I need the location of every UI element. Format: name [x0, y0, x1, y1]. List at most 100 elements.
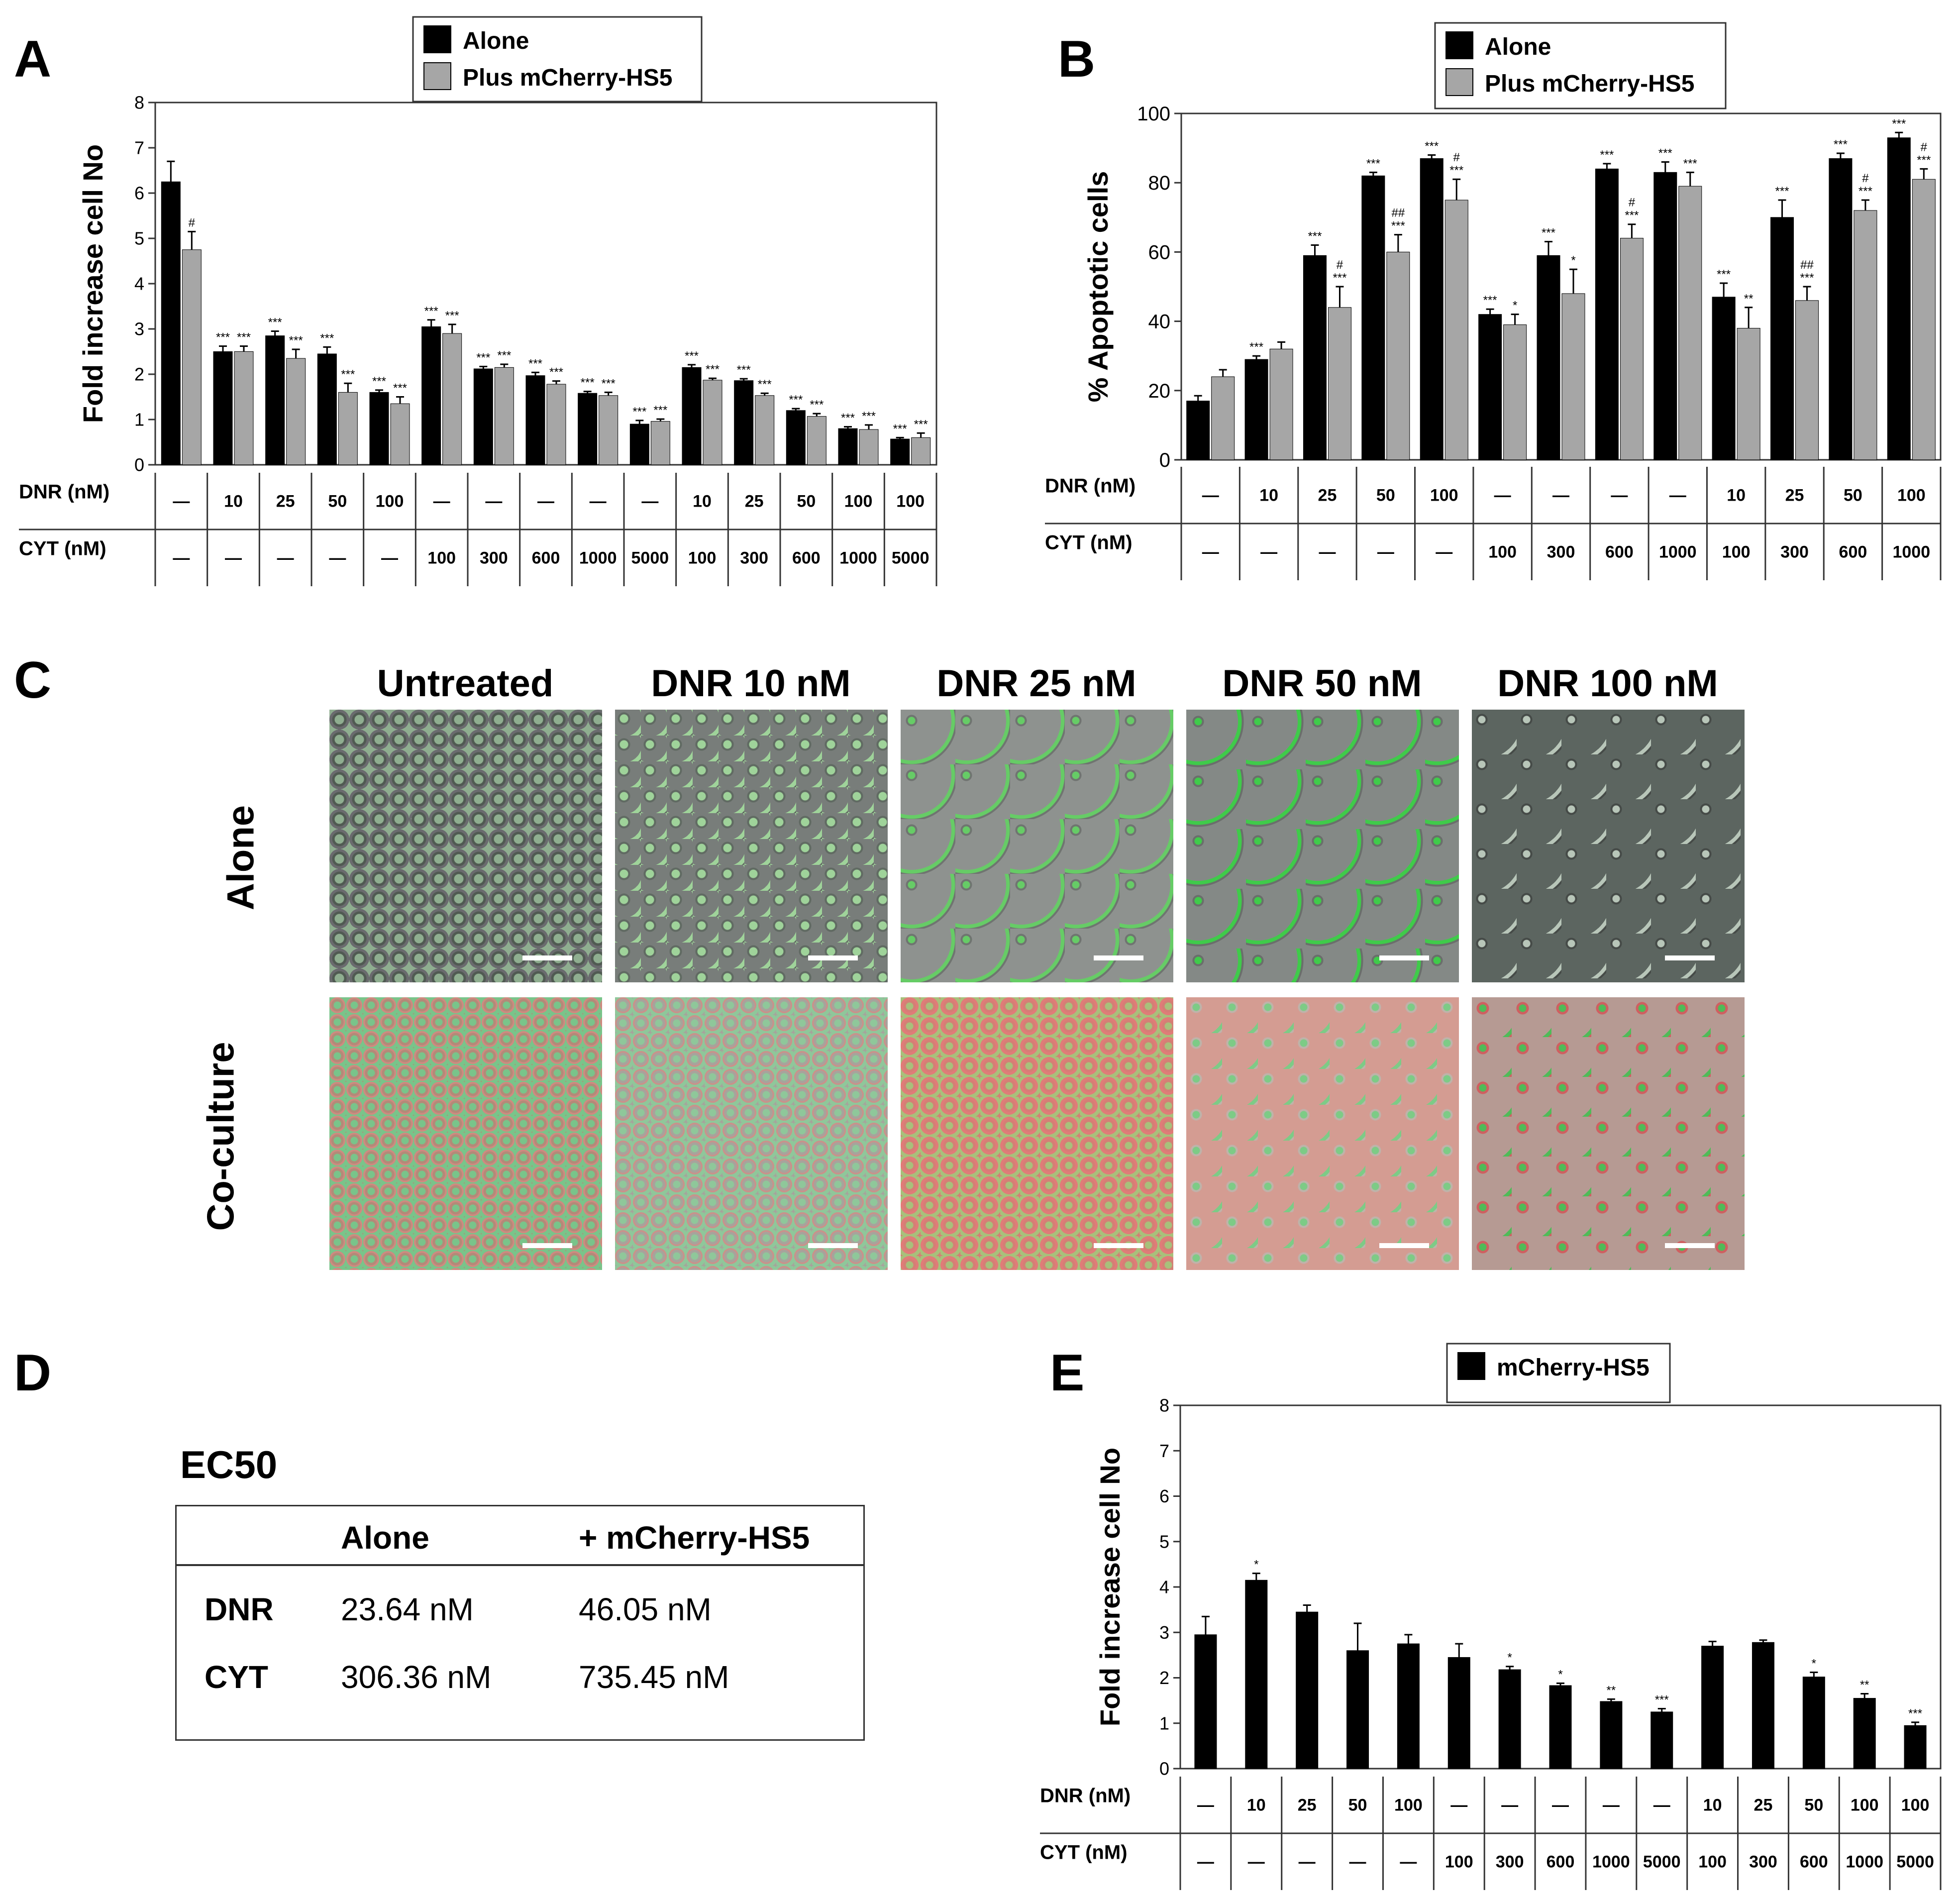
significance-label: *** — [602, 377, 616, 390]
panel-c-title-dnr100: DNR 100 nM — [1497, 662, 1718, 705]
row-label-dnr: DNR (nM) — [19, 481, 109, 503]
row-label-dnr: DNR (nM) — [1040, 1785, 1131, 1806]
dnr-cell: 25 — [1785, 486, 1804, 505]
dnr-cell: 50 — [328, 492, 347, 511]
bar — [1802, 1677, 1825, 1769]
legend-label: Alone — [1485, 34, 1551, 60]
significance-label: ## — [1800, 258, 1814, 272]
bar — [1245, 1580, 1268, 1769]
bar — [734, 380, 754, 465]
panel-c-title-dnr10: DNR 10 nM — [651, 662, 851, 705]
bar — [1346, 1650, 1369, 1769]
bar — [1853, 1698, 1876, 1769]
y-tick-label: 3 — [1159, 1622, 1169, 1643]
dnr-cell: 50 — [1844, 486, 1862, 505]
bar — [161, 181, 181, 465]
significance-label: *** — [268, 316, 282, 329]
dnr-cell: 10 — [1259, 486, 1278, 505]
image-alone-dnr100 — [1472, 710, 1745, 982]
cyt-cell: 5000 — [1643, 1852, 1681, 1871]
dnr-cell: 100 — [844, 492, 873, 511]
cyt-cell: 600 — [1547, 1852, 1575, 1871]
bar — [546, 384, 566, 465]
cyt-cell: 600 — [1800, 1852, 1828, 1871]
dnr-cell: 50 — [1804, 1795, 1823, 1814]
cyt-cell: — — [381, 548, 398, 567]
bar — [1854, 210, 1877, 460]
y-tick-label: 7 — [134, 138, 144, 158]
significance-label: *** — [289, 334, 303, 347]
cyt-cell: 5000 — [1896, 1852, 1934, 1871]
image-alone-dnr25 — [901, 710, 1173, 982]
image-coculture-untreated — [329, 997, 602, 1270]
cyt-cell: 100 — [688, 548, 717, 567]
significance-label: *** — [549, 366, 563, 379]
y-tick-label: 6 — [134, 183, 144, 204]
image-coculture-dnr50 — [1186, 997, 1459, 1270]
bar — [1595, 168, 1619, 460]
significance-label: *** — [1834, 138, 1848, 151]
ec50-table: Alone + mCherry-HS5 DNR 23.64 nM 46.05 n… — [175, 1505, 865, 1741]
legend-swatch — [1457, 1352, 1485, 1380]
dnr-cell: 100 — [376, 492, 404, 511]
image-coculture-dnr10 — [615, 997, 888, 1270]
significance-label: # — [1337, 258, 1343, 272]
dnr-cell: — — [485, 492, 502, 511]
cyt-cell: — — [1260, 542, 1277, 561]
cyt-cell: 100 — [1445, 1852, 1473, 1871]
bar — [338, 392, 358, 465]
bar — [1296, 1611, 1319, 1769]
bar — [1186, 401, 1210, 460]
bar — [650, 421, 670, 465]
row-label-coculture: Co-culture — [200, 1042, 242, 1231]
bar — [1651, 1711, 1673, 1769]
significance-label: *** — [424, 305, 438, 318]
bar — [1503, 324, 1527, 460]
bar — [1328, 307, 1351, 460]
legend-label: Alone — [463, 28, 529, 54]
scale-bar — [808, 1243, 858, 1248]
bar — [1269, 348, 1293, 460]
dnr-cell: — — [1501, 1795, 1518, 1814]
y-tick-label: 20 — [1148, 380, 1171, 402]
legend-box — [1434, 22, 1727, 109]
significance-label: *** — [445, 309, 459, 322]
significance-label: *** — [1600, 148, 1614, 162]
row-label-dnr: DNR (nM) — [1045, 475, 1135, 497]
bar — [1887, 137, 1911, 460]
plot-frame — [1180, 112, 1942, 461]
significance-label: *** — [1425, 140, 1439, 153]
significance-label: *** — [1908, 1707, 1922, 1720]
significance-label: *** — [1542, 226, 1555, 240]
cyt-cell: 1000 — [839, 548, 877, 567]
dnr-cell: 50 — [1376, 486, 1395, 505]
y-tick-label: 2 — [134, 364, 144, 385]
row-cyt-alone: 306.36 nM — [341, 1659, 492, 1695]
cyt-cell: 5000 — [631, 548, 669, 567]
bar — [1561, 293, 1585, 460]
cyt-cell: 100 — [1722, 542, 1751, 561]
significance-label: * — [1558, 1668, 1562, 1681]
significance-label: *** — [372, 375, 386, 388]
scale-bar — [522, 1243, 572, 1248]
significance-label: *** — [528, 357, 542, 370]
panel-label-b: B — [1058, 30, 1096, 88]
cyt-cell: 1000 — [1592, 1852, 1630, 1871]
dnr-cell: — — [1494, 486, 1511, 505]
significance-label: *** — [653, 404, 667, 417]
significance-label: *** — [216, 331, 230, 344]
bar — [1795, 300, 1819, 460]
bar — [1537, 255, 1560, 460]
cyt-cell: 100 — [1698, 1852, 1727, 1871]
dnr-cell: 10 — [224, 492, 243, 511]
significance-label: *** — [1683, 157, 1697, 170]
row-label-cyt: CYT (nM) — [1045, 531, 1133, 553]
dnr-cell: — — [1552, 486, 1569, 505]
cyt-cell: — — [329, 548, 346, 567]
dnr-cell: — — [1669, 486, 1686, 505]
row-label-alone: Alone — [219, 805, 262, 911]
scale-bar — [1094, 955, 1143, 960]
significance-label: *** — [841, 412, 855, 425]
significance-label: ** — [1860, 1678, 1869, 1691]
